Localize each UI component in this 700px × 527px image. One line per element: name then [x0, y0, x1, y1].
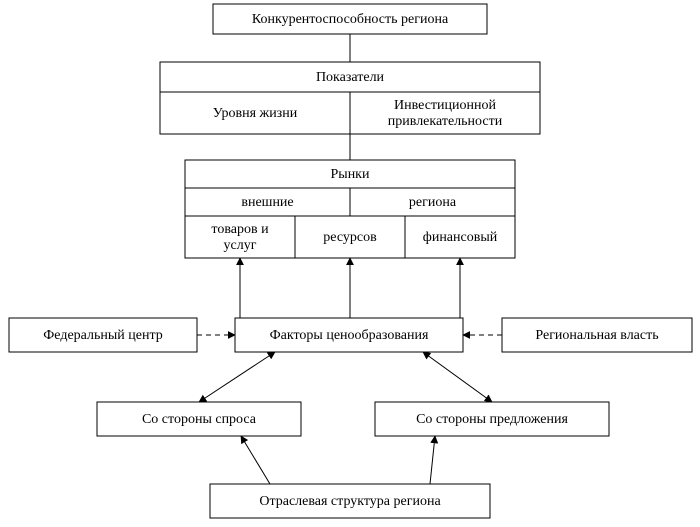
node-label-regpow: Региональная власть [535, 328, 658, 343]
node-title: Конкурентоспособность региона [213, 4, 487, 34]
node-label-title: Конкурентоспособность региона [252, 12, 449, 27]
node-label-mk_res: ресурсов [323, 230, 377, 245]
node-indic_header: Показатели [160, 62, 540, 92]
node-label-fed: Федеральный центр [43, 328, 163, 343]
node-mk_ext: внешние [185, 188, 350, 216]
node-indic_right: Инвестиционнойпривлекательности [350, 92, 540, 134]
node-regpow: Региональная власть [502, 318, 692, 352]
node-markets_hdr: Рынки [185, 160, 515, 188]
node-structure: Отраслевая структура региона [210, 484, 490, 518]
node-label-pricing: Факторы ценообразования [270, 328, 429, 343]
arrow-diag [423, 352, 492, 402]
node-label-indic_header: Показатели [316, 70, 385, 85]
node-label-indic_left: Уровня жизни [213, 106, 298, 121]
node-label-demand: Со стороны спроса [142, 412, 257, 427]
node-mk_reg: региона [350, 188, 515, 216]
arrow-diag [199, 352, 275, 402]
node-label-structure: Отраслевая структура региона [259, 494, 441, 509]
node-demand: Со стороны спроса [97, 402, 301, 436]
node-label-mk_fin: финансовый [423, 230, 498, 245]
node-label-markets_hdr: Рынки [331, 167, 370, 182]
node-pricing: Факторы ценообразования [235, 318, 463, 352]
node-mk_res: ресурсов [295, 216, 405, 258]
node-mk_goods: товаров иуслуг [185, 216, 295, 258]
node-indic_left: Уровня жизни [160, 92, 350, 134]
node-mk_fin: финансовый [405, 216, 515, 258]
node-label-supply: Со стороны предложения [416, 412, 568, 427]
arrow-diag [241, 436, 270, 484]
diagram-canvas: Конкурентоспособность региона Показатели У… [0, 0, 700, 527]
node-label-mk_reg: региона [409, 195, 457, 210]
node-fed: Федеральный центр [9, 318, 197, 352]
node-label-mk_ext: внешние [241, 195, 293, 210]
node-supply: Со стороны предложения [375, 402, 609, 436]
node-label-indic_right: Инвестиционнойпривлекательности [388, 98, 503, 129]
arrow-diag [430, 436, 435, 484]
